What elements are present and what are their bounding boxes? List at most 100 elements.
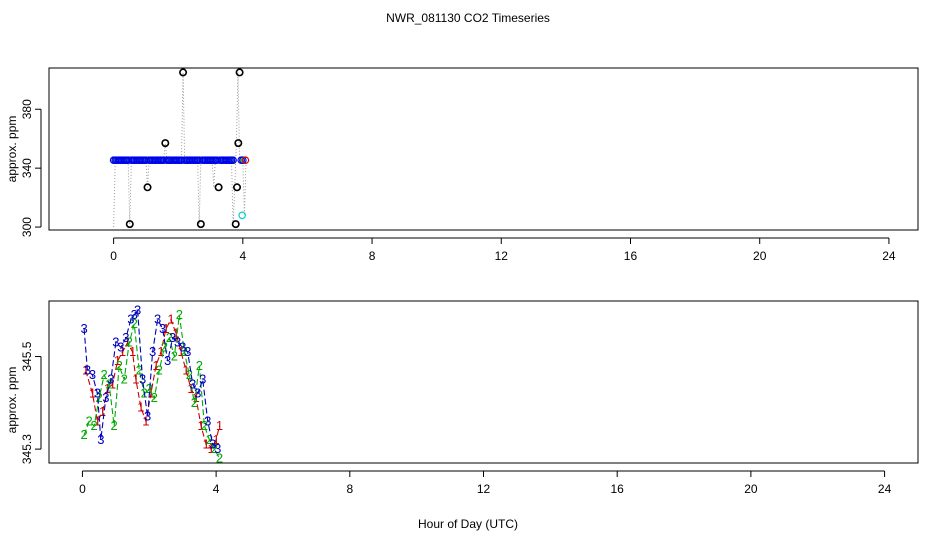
x-tick-label: 0 [110, 249, 117, 263]
bottom-plot-frame [48, 300, 919, 464]
series-label-3: 3 [184, 344, 191, 359]
y-tick-label: 300 [20, 217, 34, 237]
series-line-2 [83, 314, 220, 459]
series-label-3: 3 [112, 335, 119, 350]
series-label-1: 1 [94, 413, 101, 428]
x-tick-label: 8 [369, 249, 376, 263]
series-label-2: 2 [191, 395, 198, 410]
top-plot-frame [48, 67, 919, 231]
series-label-2: 2 [211, 441, 218, 456]
series-label-3: 3 [209, 436, 216, 451]
data-point [143, 183, 152, 192]
series-label-1: 1 [114, 353, 121, 368]
series-label-2: 2 [166, 330, 173, 345]
series-label-3: 3 [122, 330, 129, 345]
data-point [125, 220, 134, 229]
series-label-1: 1 [124, 335, 131, 350]
series-label-3: 3 [144, 409, 151, 424]
series-label-1: 1 [142, 413, 149, 428]
series-label-1: 1 [192, 390, 199, 405]
series-label-2: 2 [111, 418, 118, 433]
series-label-2: 2 [91, 418, 98, 433]
series-label-3: 3 [174, 335, 181, 350]
series-label-3: 3 [131, 307, 138, 322]
data-point [241, 156, 250, 164]
data-point [229, 156, 237, 164]
series-label-3: 3 [84, 362, 91, 377]
data-point [234, 139, 243, 148]
series-label-2: 2 [156, 362, 163, 377]
x-tick-label: 16 [624, 249, 638, 263]
series-label-3: 3 [189, 376, 196, 391]
series-label-2: 2 [216, 450, 223, 465]
series-label-3: 3 [127, 312, 134, 327]
series-label-2: 2 [206, 432, 213, 447]
series-label-1: 1 [162, 321, 169, 336]
x-tick-label: 8 [346, 482, 353, 496]
data-point [196, 220, 205, 229]
series-label-3: 3 [97, 432, 104, 447]
series-label-3: 3 [139, 372, 146, 387]
series-label-3: 3 [89, 367, 96, 382]
series-label-2: 2 [171, 349, 178, 364]
series-label-1: 1 [119, 344, 126, 359]
series-label-2: 2 [161, 339, 168, 354]
series-label-3: 3 [179, 339, 186, 354]
series-label-1: 1 [109, 376, 116, 391]
series-label-2: 2 [131, 316, 138, 331]
series-label-2: 2 [85, 413, 92, 428]
x-tick-label: 0 [79, 482, 86, 496]
series-label-3: 3 [117, 339, 124, 354]
series-label-2: 2 [96, 390, 103, 405]
x-tick-label: 16 [611, 482, 625, 496]
data-point [235, 68, 244, 77]
series-label-1: 1 [132, 372, 139, 387]
x-tick-label: 20 [753, 249, 767, 263]
series-label-2: 2 [186, 367, 193, 382]
series-label-1: 1 [172, 325, 179, 340]
series-label-1: 1 [99, 404, 106, 419]
x-axis-label: Hour of Day (UTC) [418, 517, 518, 531]
top-y-axis: 300 340 380 [20, 99, 42, 237]
series-label-1: 1 [152, 358, 159, 373]
series-label-3: 3 [149, 344, 156, 359]
panel-bottom: 1111111111111111111111111111222222222222… [5, 300, 919, 496]
series-line-1 [85, 318, 220, 450]
series-label-3: 3 [154, 312, 161, 327]
series-label-3: 3 [80, 321, 87, 336]
series-label-2: 2 [146, 381, 153, 396]
x-tick-label: 12 [495, 249, 509, 263]
series-label-2: 2 [196, 358, 203, 373]
series-label-3: 3 [107, 372, 114, 387]
series-label-2: 2 [151, 390, 158, 405]
x-tick-label: 4 [213, 482, 220, 496]
x-tick-label: 24 [882, 249, 896, 263]
series-label-1: 1 [187, 381, 194, 396]
series-label-3: 3 [134, 302, 141, 317]
series-label-3: 3 [204, 413, 211, 428]
series-label-3: 3 [194, 386, 201, 401]
bottom-series-group: 1111111111111111111111111111222222222222… [80, 302, 223, 465]
series-label-1: 1 [129, 344, 136, 359]
series-label-1: 1 [182, 362, 189, 377]
series-label-1: 1 [216, 418, 223, 433]
series-label-2: 2 [121, 372, 128, 387]
series-label-3: 3 [159, 321, 166, 336]
series-label-3: 3 [102, 390, 109, 405]
data-point [161, 139, 170, 148]
series-label-2: 2 [101, 367, 108, 382]
data-point [238, 211, 246, 220]
series-label-1: 1 [157, 344, 164, 359]
top-x-axis: 0 4 8 12 16 20 24 [110, 237, 896, 263]
data-point [239, 156, 247, 164]
panel-top: 0 4 8 12 16 20 24 300 340 380 approx. ppm [5, 67, 919, 263]
series-label-1: 1 [137, 399, 144, 414]
series-label-2: 2 [126, 335, 133, 350]
series-label-1: 1 [147, 386, 154, 401]
y-tick-label: 380 [20, 99, 34, 119]
chart-title: NWR_081130 CO2 Timeseries [386, 11, 550, 25]
series-label-1: 1 [177, 344, 184, 359]
series-label-3: 3 [164, 353, 171, 368]
x-tick-label: 20 [744, 482, 758, 496]
